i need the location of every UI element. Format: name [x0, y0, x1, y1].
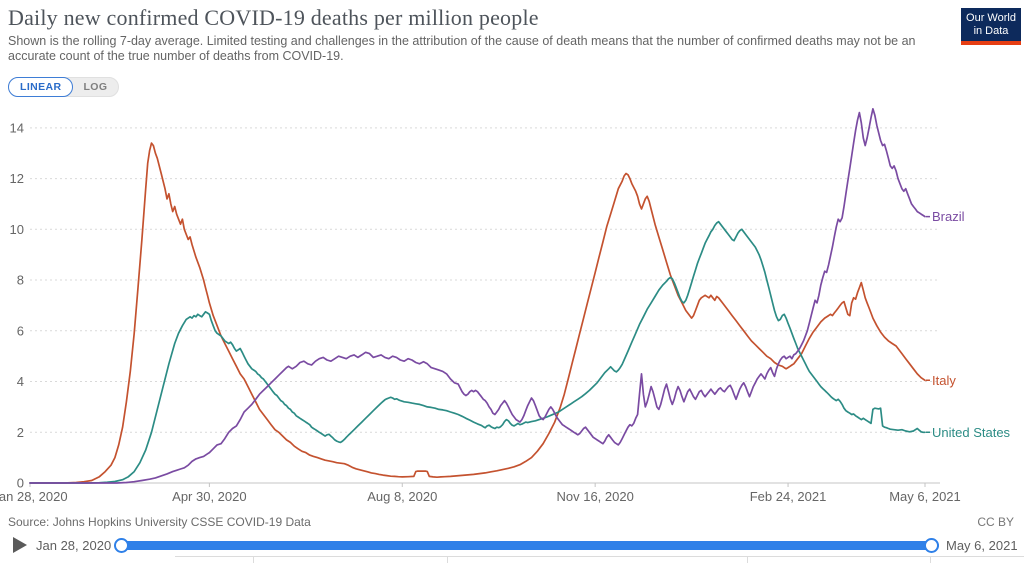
x-tick-label: May 6, 2021 — [889, 489, 961, 504]
x-tick-label: Apr 30, 2020 — [172, 489, 246, 504]
x-tick-label: Nov 16, 2020 — [556, 489, 633, 504]
timeline-end-label: May 6, 2021 — [946, 538, 1018, 553]
chart-subtitle: Shown is the rolling 7-day average. Limi… — [8, 34, 916, 64]
chart-canvas: 0 2 4 6 8 10 12 14 Jan 28, 2020 Apr 30, 2020 Aug 8… — [0, 107, 1011, 504]
page-title: Daily new confirmed COVID-19 deaths per … — [8, 5, 539, 30]
series-line-united-states — [29, 220, 926, 484]
subtitle-line-2: accurate count of the true number of dea… — [8, 49, 344, 63]
timeline-slider-track[interactable] — [117, 541, 939, 550]
license-link[interactable]: CC BY — [977, 515, 1014, 529]
y-tick-label-0: 0 — [17, 476, 24, 491]
tab-log[interactable]: LOG — [83, 81, 108, 93]
series-label-united-states: United States — [932, 425, 1011, 440]
y-tick-label-14: 14 — [10, 120, 24, 135]
y-tick-label-10: 10 — [10, 222, 24, 237]
x-tick-label: Jan 28, 2020 — [0, 489, 68, 504]
logo-line-2: in Data — [973, 25, 1009, 37]
timeline-handle-end[interactable] — [924, 538, 939, 553]
timeline-handle-start[interactable] — [114, 538, 129, 553]
logo-line-1: Our World — [966, 12, 1016, 24]
source-text: Johns Hopkins University CSSE COVID-19 D… — [52, 515, 311, 529]
y-tick-label-4: 4 — [17, 374, 24, 389]
entity-table-top-edge — [175, 556, 1024, 563]
owid-logo: Our World in Data — [961, 8, 1021, 45]
source-label: Source: — [8, 515, 50, 529]
y-tick-label-6: 6 — [17, 323, 24, 338]
subtitle-line-1: Shown is the rolling 7-day average. Limi… — [8, 34, 916, 48]
series-label-brazil: Brazil — [932, 209, 965, 224]
y-tick-label-12: 12 — [10, 171, 24, 186]
y-tick-label-8: 8 — [17, 273, 24, 288]
y-tick-label-2: 2 — [17, 425, 24, 440]
tab-linear[interactable]: LINEAR — [8, 77, 74, 97]
timeline-start-label: Jan 28, 2020 — [36, 538, 112, 553]
source-line: Source: Johns Hopkins University CSSE CO… — [8, 515, 311, 529]
scale-toggle: LINEAR LOG — [8, 77, 120, 97]
series-line-brazil — [29, 107, 926, 484]
x-tick-label: Feb 24, 2021 — [750, 489, 827, 504]
x-tick-label: Aug 8, 2020 — [367, 489, 437, 504]
series-line-italy — [29, 142, 926, 484]
play-button[interactable] — [13, 537, 27, 553]
series-label-italy: Italy — [932, 373, 956, 388]
